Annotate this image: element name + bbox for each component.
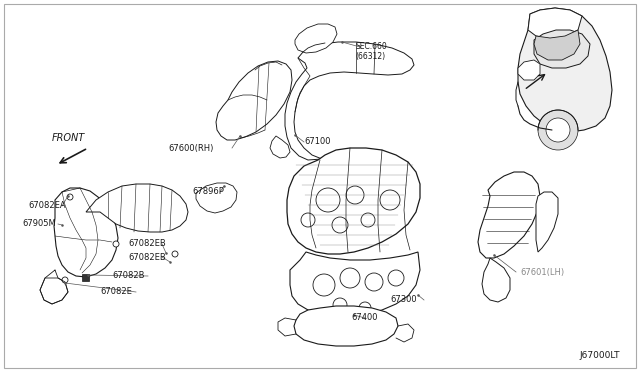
Circle shape xyxy=(333,298,347,312)
Circle shape xyxy=(316,188,340,212)
Circle shape xyxy=(172,251,178,257)
Text: 67082EB: 67082EB xyxy=(128,240,166,248)
Circle shape xyxy=(388,270,404,286)
Polygon shape xyxy=(482,258,510,302)
Text: 67600(RH): 67600(RH) xyxy=(168,144,213,153)
Polygon shape xyxy=(295,24,337,53)
Circle shape xyxy=(301,213,315,227)
Text: 67082E: 67082E xyxy=(100,288,132,296)
Circle shape xyxy=(546,118,570,142)
Text: SEC.660
(66312): SEC.660 (66312) xyxy=(355,42,387,61)
Polygon shape xyxy=(196,183,237,213)
Polygon shape xyxy=(528,8,582,38)
Polygon shape xyxy=(287,148,420,254)
Bar xyxy=(82,274,89,281)
Polygon shape xyxy=(54,188,118,277)
Circle shape xyxy=(340,268,360,288)
Circle shape xyxy=(359,302,371,314)
Text: J67000LT: J67000LT xyxy=(579,350,620,359)
Polygon shape xyxy=(478,172,540,258)
Text: 67601(LH): 67601(LH) xyxy=(520,267,564,276)
Circle shape xyxy=(365,273,383,291)
Circle shape xyxy=(346,186,364,204)
Text: 67082B: 67082B xyxy=(112,272,145,280)
Circle shape xyxy=(113,241,119,247)
Circle shape xyxy=(332,217,348,233)
Polygon shape xyxy=(270,136,290,158)
Circle shape xyxy=(538,110,578,150)
Text: 67896P: 67896P xyxy=(192,187,224,196)
Polygon shape xyxy=(285,42,414,160)
Circle shape xyxy=(313,274,335,296)
Polygon shape xyxy=(536,192,558,252)
Text: 67905M: 67905M xyxy=(22,219,56,228)
Text: 67400: 67400 xyxy=(352,314,378,323)
Polygon shape xyxy=(86,184,188,232)
Polygon shape xyxy=(294,306,398,346)
Circle shape xyxy=(62,277,68,283)
Polygon shape xyxy=(290,252,420,316)
Circle shape xyxy=(67,194,73,200)
Text: FRONT: FRONT xyxy=(51,133,84,143)
Text: 67082EA: 67082EA xyxy=(28,202,66,211)
Text: 67100: 67100 xyxy=(304,138,330,147)
Polygon shape xyxy=(518,60,540,80)
Polygon shape xyxy=(216,61,292,140)
Circle shape xyxy=(380,190,400,210)
Circle shape xyxy=(361,213,375,227)
Polygon shape xyxy=(518,8,612,132)
Text: 67082EB: 67082EB xyxy=(128,253,166,262)
Text: 67300: 67300 xyxy=(390,295,417,305)
Polygon shape xyxy=(534,30,580,60)
Polygon shape xyxy=(534,30,590,68)
Polygon shape xyxy=(40,278,68,304)
